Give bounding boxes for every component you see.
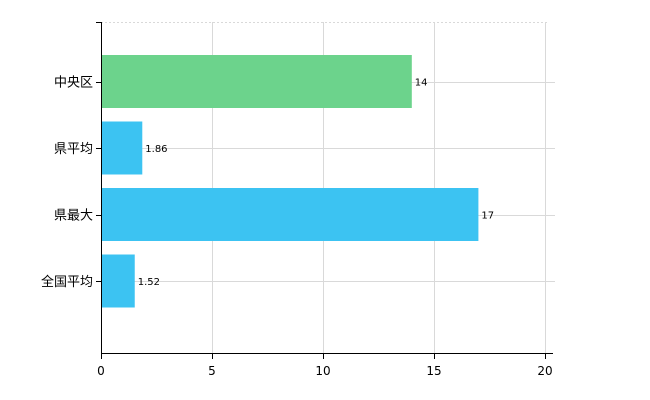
bar-4 [101, 254, 135, 308]
bars-layer [101, 55, 479, 308]
data-label: 1.52 [138, 277, 160, 288]
bar-2 [101, 121, 143, 175]
x-tick-label: 10 [315, 364, 330, 378]
axes-layer [96, 22, 553, 359]
category-label: 中央区 [54, 76, 93, 91]
category-label: 県平均 [54, 142, 93, 157]
bar-1 [101, 55, 412, 108]
x-tick-label: 5 [208, 364, 216, 378]
category-label: 県最大 [54, 209, 93, 224]
bar-3 [101, 188, 479, 241]
data-label: 1.86 [145, 144, 167, 155]
data-label: 17 [481, 211, 494, 222]
x-tick-label: 20 [537, 364, 552, 378]
data-label: 14 [415, 78, 428, 89]
x-tick-label: 0 [97, 364, 105, 378]
x-tick-label: 15 [426, 364, 441, 378]
category-label: 全国平均 [41, 274, 93, 290]
